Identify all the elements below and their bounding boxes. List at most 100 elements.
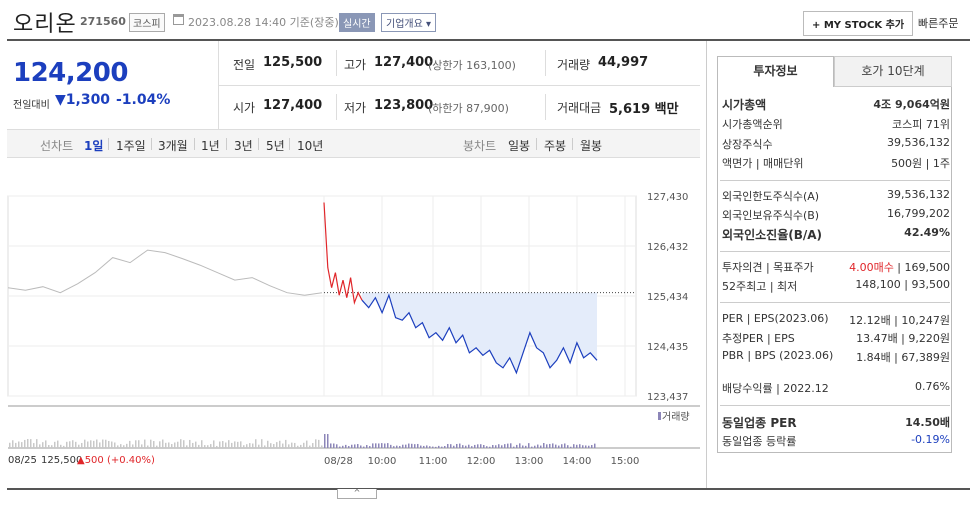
candle-monthly[interactable]: 월봉: [580, 139, 603, 153]
period-1y[interactable]: 1년: [201, 139, 220, 153]
panel-row-value: | 169,500: [893, 261, 950, 274]
tab-invest-info[interactable]: 투자정보: [717, 56, 834, 87]
volume-bar: [534, 445, 536, 448]
panel-row: 52주최고 | 최저 148,100 | 93,500: [722, 278, 950, 293]
volume-bar: [243, 445, 245, 448]
market-badge: 코스피: [129, 13, 165, 32]
volume-bar: [321, 445, 323, 448]
volume-bar: [198, 444, 200, 448]
volume-bar: [435, 446, 437, 448]
volume-bar: [186, 445, 188, 448]
amount-label: 거래대금: [557, 101, 602, 115]
period-1d[interactable]: 1일: [84, 139, 104, 153]
invest-info-panel: [717, 87, 952, 453]
prev-close-value: 125,500: [263, 55, 323, 70]
volume-bar: [249, 443, 251, 448]
open-label: 시가: [233, 101, 256, 115]
volume-bar: [579, 444, 581, 448]
panel-row-label: 액면가 | 매매단위: [722, 157, 804, 170]
period-10y[interactable]: 10년: [297, 139, 324, 153]
panel-row-label: 동일업종 등락률: [722, 435, 797, 448]
volume-bar: [246, 444, 248, 448]
volume-legend-swatch: [658, 412, 661, 420]
volume-bar: [288, 444, 290, 448]
line-chart-label: 선차트: [40, 139, 74, 153]
volume-bar: [447, 443, 449, 448]
collapse-button[interactable]: ^: [337, 489, 377, 499]
volume-value: 44,997: [598, 55, 649, 70]
volume-bar: [327, 434, 329, 448]
volume-bar: [477, 444, 479, 448]
volume-bar: [306, 440, 308, 448]
volume-bar: [12, 440, 14, 448]
volume-bar: [129, 440, 131, 448]
volume-bar: [420, 445, 422, 448]
below-prev-close-fill: [362, 292, 597, 373]
panel-divider: [720, 302, 950, 303]
volume-bar: [240, 441, 242, 448]
volume-bar: [483, 444, 485, 448]
divider: [226, 138, 227, 150]
volume-bar: [450, 444, 452, 448]
volume-bar: [543, 443, 545, 448]
period-5y[interactable]: 5년: [266, 139, 285, 153]
panel-row-value: 42.49%: [904, 226, 950, 239]
prev-day-series: [7, 249, 323, 296]
opinion-value: 4.00매수: [849, 261, 894, 274]
volume-bar: [210, 444, 212, 448]
stock-code: 271560: [80, 15, 126, 28]
period-1w[interactable]: 1주일: [116, 139, 146, 153]
volume-bar: [405, 444, 407, 448]
quick-order-link[interactable]: 빠른주문: [918, 17, 959, 30]
y-tick-label: 125,434: [647, 292, 688, 303]
volume-bar: [102, 439, 104, 448]
panel-row: 동일업종 등락률 -0.19%: [722, 433, 950, 448]
volume-bar: [30, 439, 32, 448]
volume-bar: [573, 444, 575, 448]
volume-bar: [315, 439, 317, 448]
volume-bar: [408, 443, 410, 448]
volume-bar: [138, 440, 140, 448]
volume-bar: [234, 441, 236, 448]
candle-daily[interactable]: 일봉: [508, 139, 531, 153]
volume-bar: [411, 443, 413, 448]
realtime-button[interactable]: 실시간: [339, 13, 375, 32]
company-summary-dropdown[interactable]: 기업개요 ▾: [381, 13, 436, 32]
x-tick-label: 10:00: [368, 456, 397, 467]
period-3y[interactable]: 3년: [234, 139, 253, 153]
volume-bar: [276, 442, 278, 448]
volume-bar: [459, 443, 461, 448]
volume-bar: [588, 445, 590, 448]
mystock-add-button[interactable]: + MY STOCK 추가: [803, 11, 914, 36]
volume-bar: [171, 444, 173, 448]
panel-row-label: 외국인보유주식수(B): [722, 209, 820, 222]
volume-bar: [54, 441, 56, 448]
volume-bar: [510, 443, 512, 448]
period-3m[interactable]: 3개월: [158, 139, 188, 153]
volume-bar: [168, 442, 170, 448]
volume-bar: [498, 444, 500, 448]
high-label: 고가: [344, 58, 367, 72]
volume-bar: [426, 445, 428, 448]
volume-bar: [42, 442, 44, 448]
volume-bar: [21, 442, 23, 448]
volume-bar: [231, 442, 233, 448]
candle-weekly[interactable]: 주봉: [544, 139, 567, 153]
prev-day-close: 125,500: [41, 455, 83, 466]
volume-bar: [24, 439, 26, 448]
panel-divider: [720, 251, 950, 252]
volume-bar: [330, 443, 332, 448]
x-tick-labels: 08/28 10:00 11:00 12:00 13:00 14:00 15:00: [324, 456, 639, 467]
panel-row: 액면가 | 매매단위 500원 | 1주: [722, 155, 950, 170]
panel-row-label: 52주최고 | 최저: [722, 280, 798, 293]
volume-bar: [39, 444, 41, 448]
tab-orderbook[interactable]: 호가 10단계: [834, 56, 952, 87]
panel-row-value: 4조 9,064억원: [873, 98, 950, 111]
volume-bar: [531, 446, 533, 448]
volume-bar: [354, 444, 356, 448]
volume-bar: [585, 445, 587, 448]
panel-divider: [720, 180, 950, 181]
volume-bar: [462, 445, 464, 448]
volume-bar: [282, 443, 284, 448]
volume-bar: [201, 440, 203, 448]
